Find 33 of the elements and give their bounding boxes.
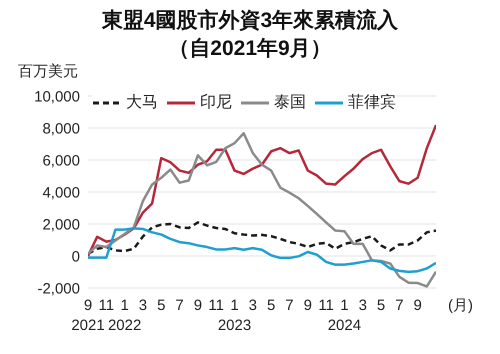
y-tick-label: 0 xyxy=(72,248,80,266)
x-tick-label: 9 xyxy=(414,297,422,314)
x-tick-label: 7 xyxy=(285,297,294,314)
line-series xyxy=(88,132,436,288)
x-tick-label: 7 xyxy=(395,297,404,314)
x-tick-label: 5 xyxy=(157,297,166,314)
y-tick-label: 10,000 xyxy=(34,88,80,106)
legend-label: 大马 xyxy=(126,92,158,113)
y-axis-title: 百万美元 xyxy=(18,62,78,81)
chart-title: 東盟4國股市外資3年來累積流入 xyxy=(100,8,400,34)
x-axis-title: (月) xyxy=(448,296,473,315)
chart-subtitle: （自2021年9月） xyxy=(167,36,333,62)
x-tick-label: 3 xyxy=(358,297,367,314)
line-series xyxy=(88,227,436,274)
y-tick-label: 4,000 xyxy=(42,184,80,202)
x-tick-label: 11 xyxy=(318,297,334,314)
y-tick-label: 2,000 xyxy=(42,216,80,234)
y-tick-label: 8,000 xyxy=(42,120,80,138)
y-tick-label: 6,000 xyxy=(42,152,80,170)
x-tick-label: 5 xyxy=(266,297,276,314)
legend-label: 泰国 xyxy=(274,93,306,113)
x-tick-label: 7 xyxy=(175,297,184,314)
x-tick-label: 9 xyxy=(194,297,202,314)
legend-label: 印尼 xyxy=(200,92,232,113)
line-series xyxy=(88,221,436,256)
x-tick-label: 11 xyxy=(208,297,224,314)
x-tick-label: 3 xyxy=(138,297,148,314)
legend-label: 菲律宾 xyxy=(348,92,396,113)
x-tick-label: 3 xyxy=(248,297,258,314)
y-tick-label: -2,000 xyxy=(37,280,80,298)
x-tick-label: 11 xyxy=(98,297,114,314)
x-tick-label: 5 xyxy=(376,297,386,314)
x-tick-label: 9 xyxy=(304,297,312,314)
